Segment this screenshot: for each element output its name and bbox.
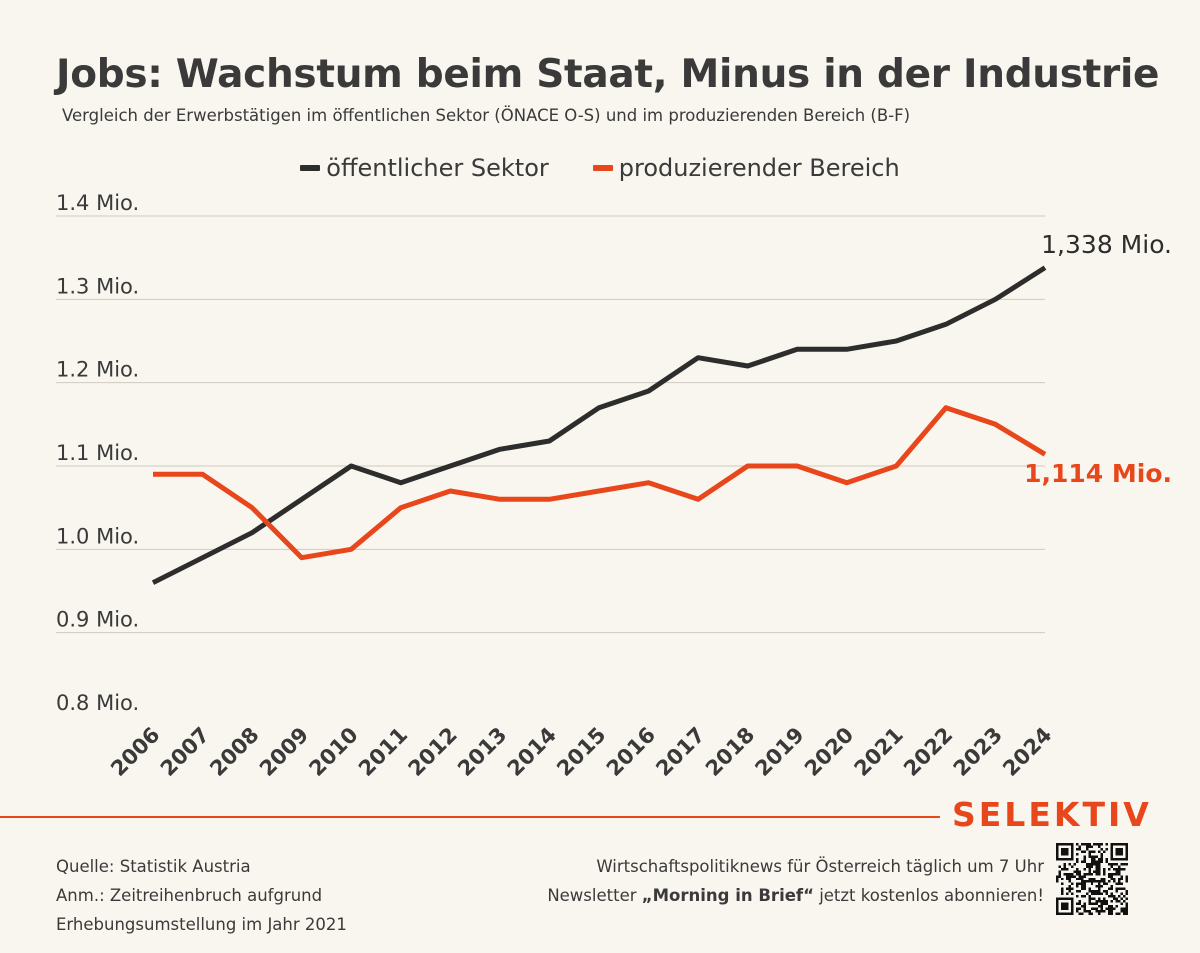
x-tick-label: 2013 [453, 723, 511, 781]
x-tick-label: 2011 [354, 723, 412, 781]
x-tick-label: 2009 [255, 723, 313, 781]
x-tick-label: 2018 [701, 723, 759, 781]
y-tick-label: 1.4 Mio. [56, 191, 139, 215]
x-tick-label: 2012 [404, 723, 462, 781]
end-label-public: 1,338 Mio. [1041, 230, 1172, 259]
footer-divider [0, 816, 940, 818]
x-tick-label: 2021 [850, 723, 908, 781]
end-label-industry: 1,114 Mio. [1024, 459, 1172, 488]
legend-item-public: öffentlicher Sektor [300, 154, 549, 182]
legend-swatch-industry [592, 165, 613, 171]
note-line-2: Erhebungsumstellung im Jahr 2021 [56, 915, 347, 934]
series-line-public [151, 265, 1047, 585]
footer-source-block: Quelle: Statistik Austria Anm.: Zeitreih… [56, 852, 347, 939]
x-tick-label: 2019 [750, 723, 808, 781]
x-tick-label: 2023 [949, 723, 1007, 781]
series-line-industry [153, 405, 1047, 561]
x-tick-label: 2020 [800, 723, 858, 781]
chart-subtitle: Vergleich der Erwerbstätigen im öffentli… [62, 106, 911, 125]
x-tick-label: 2006 [106, 723, 164, 781]
legend: öffentlicher Sektor produzierender Berei… [0, 154, 1200, 182]
promo-prefix: Newsletter [547, 886, 637, 905]
source-text: Quelle: Statistik Austria [56, 857, 251, 876]
promo-suffix: jetzt kostenlos abonnieren! [819, 886, 1044, 905]
brand-logo: SELEKTIV [952, 795, 1152, 834]
legend-label-industry: produzierender Bereich [618, 154, 900, 182]
x-tick-label: 2008 [205, 723, 263, 781]
x-tick-label: 2016 [602, 723, 660, 781]
chart-title: Jobs: Wachstum beim Staat, Minus in der … [56, 52, 1160, 97]
y-tick-label: 1.2 Mio. [56, 358, 139, 382]
note-line-1: Anm.: Zeitreihenbruch aufgrund [56, 886, 323, 905]
footer-promo-block: Wirtschaftspolitiknews für Österreich tä… [547, 852, 1044, 910]
legend-item-industry: produzierender Bereich [592, 154, 900, 182]
promo-newsletter-name: „Morning in Brief“ [641, 886, 814, 905]
y-tick-label: 1.3 Mio. [56, 274, 139, 298]
y-tick-label: 1.0 Mio. [56, 524, 139, 548]
x-tick-label: 2015 [552, 723, 610, 781]
x-tick-label: 2010 [304, 723, 362, 781]
legend-swatch-public [300, 165, 321, 171]
legend-label-public: öffentlicher Sektor [326, 154, 549, 182]
x-tick-label: 2017 [651, 723, 709, 781]
x-tick-label: 2022 [899, 723, 957, 781]
qr-code-icon[interactable] [1056, 843, 1128, 915]
y-tick-label: 0.8 Mio. [56, 691, 139, 715]
x-tick-label: 2007 [156, 723, 214, 781]
y-tick-label: 1.1 Mio. [56, 441, 139, 465]
y-tick-label: 0.9 Mio. [56, 608, 139, 632]
promo-line-1: Wirtschaftspolitiknews für Österreich tä… [596, 857, 1044, 876]
promo-line-2: Newsletter „Morning in Brief“ jetzt kost… [547, 881, 1044, 910]
line-chart: 0.8 Mio. 0.9 Mio. 1.0 Mio. 1.1 Mio. 1.2 Mio.… [56, 191, 1172, 781]
x-tick-label: 2024 [998, 723, 1056, 781]
x-tick-label: 2014 [503, 723, 561, 781]
